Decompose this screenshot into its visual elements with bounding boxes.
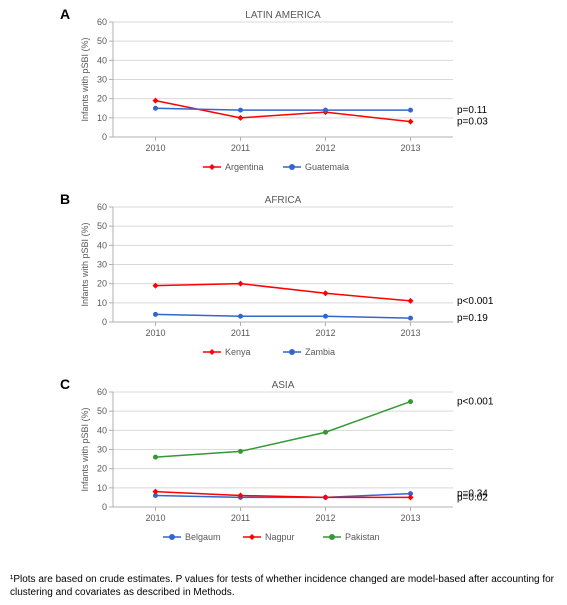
x-tick-label: 2012 [315, 513, 335, 523]
x-tick-label: 2010 [145, 513, 165, 523]
x-tick-label: 2010 [145, 143, 165, 153]
legend-marker [209, 349, 215, 355]
panel-b: BAFRICAInfants with pSBI (%)010203040506… [78, 193, 523, 364]
y-tick-label: 40 [97, 55, 107, 65]
panel-letter: C [60, 376, 70, 392]
x-tick-label: 2012 [315, 143, 335, 153]
series-marker [408, 316, 413, 321]
series-line-zambia [156, 314, 411, 318]
x-tick-label: 2011 [231, 513, 250, 523]
p-value-label: p=0.02 [457, 492, 488, 503]
series-marker [408, 108, 413, 113]
x-tick-label: 2013 [400, 513, 420, 523]
series-marker [153, 106, 158, 111]
p-value-label: p<0.001 [457, 296, 494, 307]
legend-label: Argentina [225, 162, 264, 172]
legend-label: Pakistan [345, 532, 380, 542]
y-tick-label: 60 [97, 202, 107, 212]
y-tick-label: 0 [102, 132, 107, 142]
y-tick-label: 50 [97, 221, 107, 231]
p-value-label: p=0.11 [457, 105, 488, 116]
y-tick-label: 20 [97, 94, 107, 104]
x-tick-label: 2010 [145, 328, 165, 338]
p-value-label: p=0.19 [457, 313, 488, 324]
series-marker [238, 449, 243, 454]
y-tick-label: 20 [97, 279, 107, 289]
series-line-guatemala [156, 108, 411, 110]
series-marker [238, 314, 243, 319]
series-line-argentina [156, 101, 411, 122]
series-marker [238, 115, 244, 121]
legend-marker [209, 164, 215, 170]
series-marker [323, 314, 328, 319]
y-tick-label: 40 [97, 240, 107, 250]
p-value-label: p=0.03 [457, 117, 488, 128]
series-marker [153, 312, 158, 317]
x-tick-label: 2013 [400, 143, 420, 153]
y-tick-label: 0 [102, 502, 107, 512]
y-tick-label: 10 [97, 298, 107, 308]
series-line-pakistan [156, 402, 411, 458]
legend-label: Nagpur [265, 532, 295, 542]
series-marker [153, 489, 159, 495]
series-marker [408, 399, 413, 404]
y-tick-label: 10 [97, 483, 107, 493]
panel-c: CASIAInfants with pSBI (%)01020304050602… [78, 378, 523, 549]
legend-label: Belgaum [185, 532, 221, 542]
y-tick-label: 20 [97, 464, 107, 474]
series-marker [323, 494, 329, 500]
y-axis-label: Infants with pSBI (%) [80, 407, 90, 491]
x-tick-label: 2011 [231, 143, 250, 153]
y-axis-label: Infants with pSBI (%) [80, 37, 90, 121]
series-marker [408, 494, 414, 500]
y-tick-label: 50 [97, 36, 107, 46]
series-marker [238, 108, 243, 113]
y-tick-label: 60 [97, 17, 107, 27]
panel-a: ALATIN AMERICAInfants with pSBI (%)01020… [78, 8, 523, 179]
legend-label: Kenya [225, 347, 251, 357]
y-tick-label: 30 [97, 445, 107, 455]
y-tick-label: 60 [97, 387, 107, 397]
panel-letter: A [60, 6, 70, 22]
y-tick-label: 30 [97, 260, 107, 270]
series-marker [323, 108, 328, 113]
chart-title: AFRICA [265, 195, 302, 206]
chart-title: LATIN AMERICA [245, 10, 321, 21]
series-marker [238, 281, 244, 287]
panel-letter: B [60, 191, 70, 207]
legend-marker [249, 534, 255, 540]
chart-title: ASIA [272, 380, 295, 391]
legend-marker [169, 534, 175, 540]
y-axis-label: Infants with pSBI (%) [80, 222, 90, 306]
series-marker [323, 290, 329, 296]
legend-marker [289, 164, 295, 170]
legend-marker [329, 534, 335, 540]
p-value-label: p<0.001 [457, 397, 494, 408]
y-tick-label: 50 [97, 406, 107, 416]
y-tick-label: 10 [97, 113, 107, 123]
y-tick-label: 40 [97, 425, 107, 435]
x-tick-label: 2013 [400, 328, 420, 338]
series-marker [408, 119, 414, 125]
y-tick-label: 30 [97, 75, 107, 85]
series-marker [323, 430, 328, 435]
y-tick-label: 0 [102, 317, 107, 327]
legend-marker [289, 349, 295, 355]
series-line-kenya [156, 284, 411, 301]
x-tick-label: 2011 [231, 328, 250, 338]
legend-label: Zambia [305, 347, 335, 357]
x-tick-label: 2012 [315, 328, 335, 338]
series-marker [153, 455, 158, 460]
legend-label: Guatemala [305, 162, 349, 172]
footnote-text: ¹Plots are based on crude estimates. P v… [10, 574, 557, 599]
